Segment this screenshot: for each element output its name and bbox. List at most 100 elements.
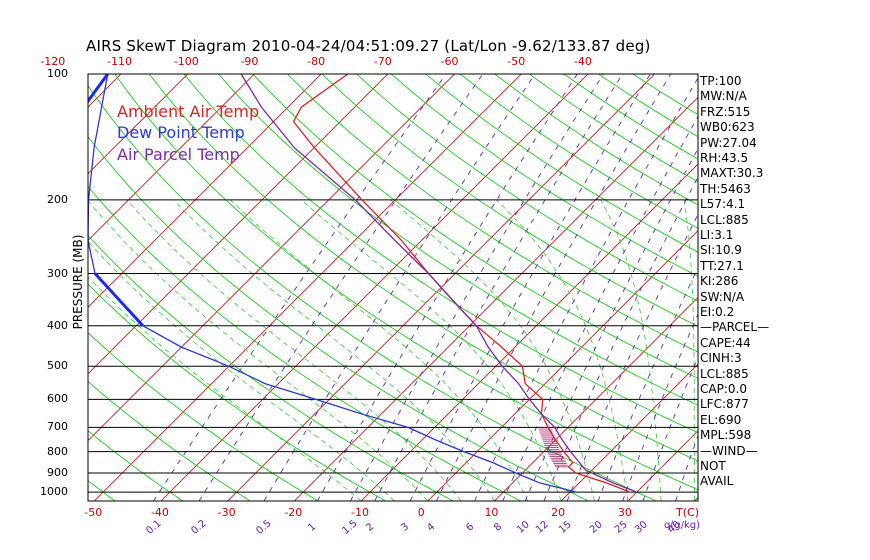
dry-adiabat-line xyxy=(88,480,116,501)
index-line: SI:10.9 xyxy=(700,243,742,258)
dewpoint-thick-segment xyxy=(93,272,144,327)
index-line: CINH:3 xyxy=(700,351,742,366)
isotherm-line xyxy=(560,363,698,501)
index-line: LCL:885 xyxy=(700,366,749,381)
index-line: PW:27.04 xyxy=(700,135,757,150)
index-line: L57:4.1 xyxy=(700,197,746,212)
moist-adiabat-line xyxy=(301,199,562,501)
dry-adiabat-line xyxy=(88,136,589,501)
isotherm-line xyxy=(88,74,189,175)
mixing-ratio-line xyxy=(474,77,698,501)
dry-adiabat-line xyxy=(88,234,454,501)
pressure-tick-label: 100 xyxy=(47,67,68,80)
isotherm-line xyxy=(294,96,698,501)
dry-adiabat-line xyxy=(88,380,251,501)
index-line: LFC:877 xyxy=(700,397,749,412)
mixing-ratio-line xyxy=(198,74,484,501)
pressure-tick-label: 600 xyxy=(47,392,68,406)
index-line: TT:27.1 xyxy=(700,258,744,273)
top-temp-tick-label: -40 xyxy=(573,55,592,68)
top-temp-tick-label: -60 xyxy=(440,55,459,68)
moist-adiabat-line xyxy=(88,276,362,501)
y-axis-label: PRESSURE (MB) xyxy=(71,235,85,330)
moist-adiabat-line xyxy=(600,199,662,501)
mixing-ratio-line xyxy=(566,213,698,501)
bottom-temp-tick-label: -10 xyxy=(351,506,369,519)
dry-adiabat-line xyxy=(321,74,698,327)
isotherm-line xyxy=(88,74,455,442)
dry-adiabat-line xyxy=(88,430,184,501)
isotherm-line xyxy=(494,296,698,501)
isotherm-line xyxy=(88,74,389,375)
mixing-ratio-line xyxy=(263,74,536,501)
dry-adiabat-line xyxy=(114,74,698,491)
index-line: NOT xyxy=(700,459,726,473)
index-line: TH:5463 xyxy=(700,181,751,196)
temp-axis-label: T(C) xyxy=(676,506,699,519)
index-line: CAP:0.0 xyxy=(700,382,747,396)
mixing-ratio-line xyxy=(409,74,651,501)
mixing-ratio-line xyxy=(153,74,447,501)
legend-ambient-air-temp: Ambient Air Temp xyxy=(117,102,260,121)
index-line: KI:286 xyxy=(700,274,739,289)
index-line: LCL:885 xyxy=(700,212,749,227)
index-line: SW:N/A xyxy=(700,289,745,304)
moist-adiabat-line xyxy=(230,199,529,501)
index-line: LI:3.1 xyxy=(700,228,734,242)
bottom-temp-tick-label: 20 xyxy=(551,506,566,519)
mixing-ratio-axis-label: q(g/kg) xyxy=(664,520,701,531)
index-line: CAPE:44 xyxy=(700,335,751,350)
isotherm-line xyxy=(0,74,54,501)
top-temp-tick-label: -110 xyxy=(107,55,132,68)
index-line: —WIND— xyxy=(700,443,758,458)
top-temp-tick-label: -80 xyxy=(307,55,326,68)
bottom-temp-tick-label: -40 xyxy=(150,506,169,519)
index-line: AVAIL xyxy=(700,474,734,489)
dry-adiabat-line xyxy=(218,74,698,406)
ambient-air-temp-line xyxy=(292,74,631,493)
legend-air-parcel-temp: Air Parcel Temp xyxy=(117,145,240,164)
dry-adiabat-line xyxy=(459,74,698,229)
dry-adiabat-line xyxy=(425,74,698,253)
index-line: MPL:598 xyxy=(700,428,752,443)
dry-adiabat-line xyxy=(88,84,657,501)
moist-adiabat-line xyxy=(496,199,629,501)
moist-adiabat-line xyxy=(88,199,428,501)
dry-adiabat-line xyxy=(88,332,319,501)
isotherm-line xyxy=(160,74,589,501)
pressure-tick-label: 800 xyxy=(47,444,68,458)
pressure-tick-label: 1000 xyxy=(40,485,68,499)
moist-adiabat-line xyxy=(88,240,395,501)
mixing-ratio-line xyxy=(374,74,623,501)
mixing-ratio-line xyxy=(597,266,698,501)
top-temp-tick-label: -120 xyxy=(40,55,66,68)
pressure-tick-label: 500 xyxy=(47,359,68,373)
index-line: —PARCEL— xyxy=(700,320,770,335)
index-line: FRZ:515 xyxy=(700,104,751,119)
bottom-temp-tick-label: -20 xyxy=(284,506,303,519)
moist-adiabat-line xyxy=(683,199,695,501)
top-temp-tick-label: -90 xyxy=(240,55,259,68)
dry-adiabat-line xyxy=(88,185,522,501)
plot-frame xyxy=(87,73,699,502)
bottom-temp-tick-label: -30 xyxy=(217,506,236,519)
index-line: TP:100 xyxy=(700,74,742,88)
top-temp-tick-label: -100 xyxy=(173,55,199,68)
top-temp-tick-label: -50 xyxy=(507,55,526,68)
pressure-tick-label: 700 xyxy=(47,420,68,434)
pressure-tick-label: 400 xyxy=(47,318,68,332)
index-line: EL:690 xyxy=(700,412,742,427)
mixing-ratio-line xyxy=(350,74,604,501)
index-line: RH:43.5 xyxy=(700,151,749,165)
bottom-temp-tick-label: 0 xyxy=(417,506,425,519)
mixing-ratio-line xyxy=(435,74,672,501)
dry-adiabat-line xyxy=(494,74,698,206)
dewpoint-thick-segment xyxy=(88,74,109,104)
bottom-temp-tick-label: 30 xyxy=(617,506,632,519)
top-temp-tick-label: -70 xyxy=(373,55,392,68)
dry-adiabat-line xyxy=(252,74,698,379)
dry-adiabat-line xyxy=(148,74,698,462)
index-line: WB0:623 xyxy=(700,120,755,135)
bottom-temp-tick-label: -50 xyxy=(84,506,103,519)
pressure-tick-label: 300 xyxy=(47,266,68,280)
